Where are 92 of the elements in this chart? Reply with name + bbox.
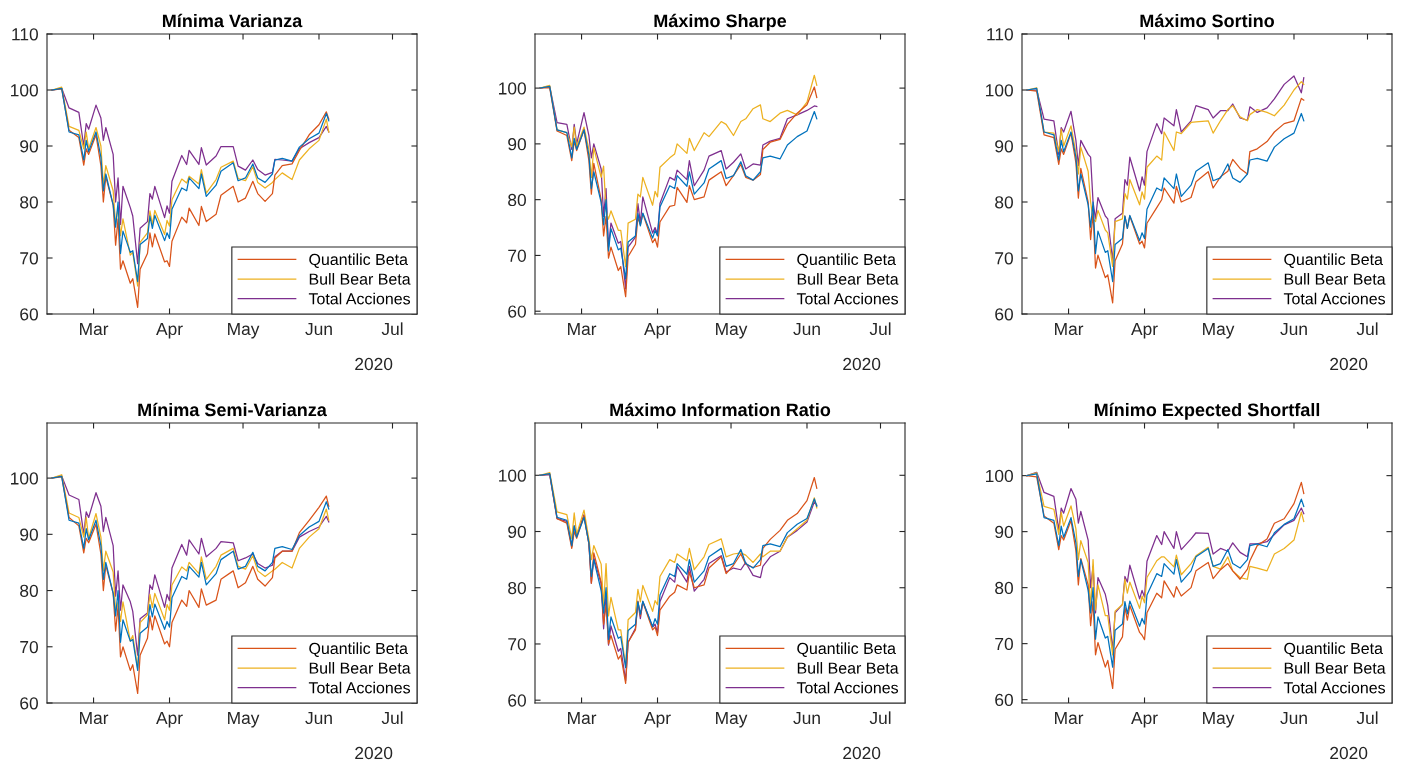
y-tick-label: 70	[995, 637, 1013, 651]
legend-label: Quantilic Beta	[309, 642, 408, 657]
x-tick-label: Jul	[1356, 322, 1378, 336]
y-tick-label: 80	[20, 584, 38, 598]
y-tick-label: 60	[20, 308, 38, 321]
text: 2020	[1330, 357, 1368, 371]
y-tick-label: 70	[20, 640, 38, 654]
text: 2020	[1330, 746, 1368, 760]
x-tick-label: Apr	[644, 322, 671, 339]
legend-label: Bull Bear Beta	[1284, 662, 1386, 674]
x-tick-label: May	[228, 711, 260, 728]
y-tick-label: 90	[995, 140, 1013, 153]
x-tick-label: Apr	[1131, 711, 1158, 728]
text: 2020	[355, 746, 393, 760]
y-tick-label: 60	[508, 305, 526, 318]
y-tick-label: 100	[986, 469, 1013, 483]
legend-label: Bull Bear Beta	[309, 273, 411, 285]
y-tick-label: 80	[995, 196, 1013, 209]
y-tick-label: 100	[499, 469, 526, 482]
legend-label: Quantilic Beta	[797, 253, 896, 268]
y-tick-label: 110	[12, 28, 38, 41]
legend-label: Total Acciones	[1283, 681, 1386, 694]
text: 2020	[843, 357, 881, 371]
y-tick-label: 70	[20, 252, 38, 265]
y-tick-label: 100	[986, 84, 1013, 97]
legend-label: Total Acciones	[796, 292, 899, 305]
legend-label: Quantilic Beta	[1284, 253, 1383, 268]
x-tick-label: Mar	[80, 711, 109, 725]
legend-label: Bull Bear Beta	[1284, 273, 1386, 285]
x-tick-label: Mar	[1055, 711, 1084, 725]
x-tick-label: Apr	[644, 711, 671, 728]
x-tick-label: Jul	[381, 322, 403, 336]
legend-label: Total Acciones	[796, 681, 899, 694]
legend-label: Bull Bear Beta	[309, 662, 411, 674]
y-tick-label: 60	[995, 308, 1013, 321]
legend-label: Total Acciones	[1283, 292, 1386, 305]
y-tick-label: 100	[11, 84, 38, 97]
x-tick-label: Jun	[305, 322, 332, 336]
chart-title: Máximo Sortino	[1140, 13, 1275, 28]
x-tick-label: May	[1203, 711, 1235, 728]
legend-label: Total Acciones	[308, 681, 411, 694]
x-tick-label: May	[716, 322, 748, 339]
y-tick-label: 90	[20, 528, 38, 541]
chart-title: Mínima Semi-Varianza	[138, 402, 327, 417]
x-tick-label: Apr	[156, 711, 183, 728]
y-tick-label: 70	[995, 252, 1013, 265]
legend-label: Total Acciones	[308, 292, 411, 305]
x-tick-label: Jun	[305, 711, 332, 725]
legend-label: Bull Bear Beta	[797, 662, 899, 674]
y-tick-label: 110	[987, 28, 1013, 41]
x-tick-label: Jul	[381, 711, 403, 725]
y-tick-label: 60	[20, 697, 38, 710]
chart-title: Máximo Sharpe	[654, 13, 787, 31]
y-tick-label: 60	[508, 694, 526, 707]
x-tick-label: Jul	[869, 711, 891, 725]
chart-title: Máximo Information Ratio	[610, 402, 831, 417]
x-tick-label: Jul	[1356, 711, 1378, 725]
x-tick-label: Jul	[869, 322, 891, 336]
x-tick-label: Mar	[1055, 322, 1084, 336]
x-tick-label: Apr	[156, 322, 183, 339]
x-tick-label: Jun	[1280, 711, 1307, 725]
x-tick-label: Mar	[80, 322, 109, 336]
chart-title: Mínima Varianza	[162, 13, 303, 28]
x-tick-label: May	[1203, 322, 1235, 339]
y-tick-label: 70	[508, 249, 526, 262]
x-tick-label: Mar	[568, 322, 597, 336]
x-tick-label: Mar	[568, 711, 597, 725]
y-tick-label: 90	[995, 525, 1013, 539]
y-tick-label: 60	[995, 693, 1013, 707]
x-tick-label: May	[228, 322, 260, 339]
legend-label: Quantilic Beta	[797, 642, 896, 657]
y-tick-label: 70	[508, 638, 526, 651]
x-tick-label: Jun	[1280, 322, 1307, 336]
y-tick-label: 80	[508, 581, 526, 595]
y-tick-label: 90	[508, 138, 526, 151]
y-tick-label: 100	[499, 82, 526, 95]
y-tick-label: 80	[508, 193, 526, 207]
legend-label: Bull Bear Beta	[797, 273, 899, 285]
text: 2020	[843, 746, 881, 760]
x-tick-label: Apr	[1131, 322, 1158, 339]
legend-label: Quantilic Beta	[309, 253, 408, 268]
y-tick-label: 80	[995, 581, 1013, 595]
x-tick-label: Jun	[793, 322, 820, 336]
x-tick-label: Jun	[793, 711, 820, 725]
chart-title: Mínimo Expected Shortfall	[1094, 402, 1320, 420]
y-tick-label: 90	[20, 140, 38, 153]
y-tick-label: 100	[11, 472, 38, 485]
x-tick-label: May	[716, 711, 748, 728]
legend-label: Quantilic Beta	[1284, 642, 1383, 657]
y-tick-label: 80	[20, 196, 38, 209]
text: 2020	[355, 357, 393, 371]
y-tick-label: 90	[508, 525, 526, 538]
